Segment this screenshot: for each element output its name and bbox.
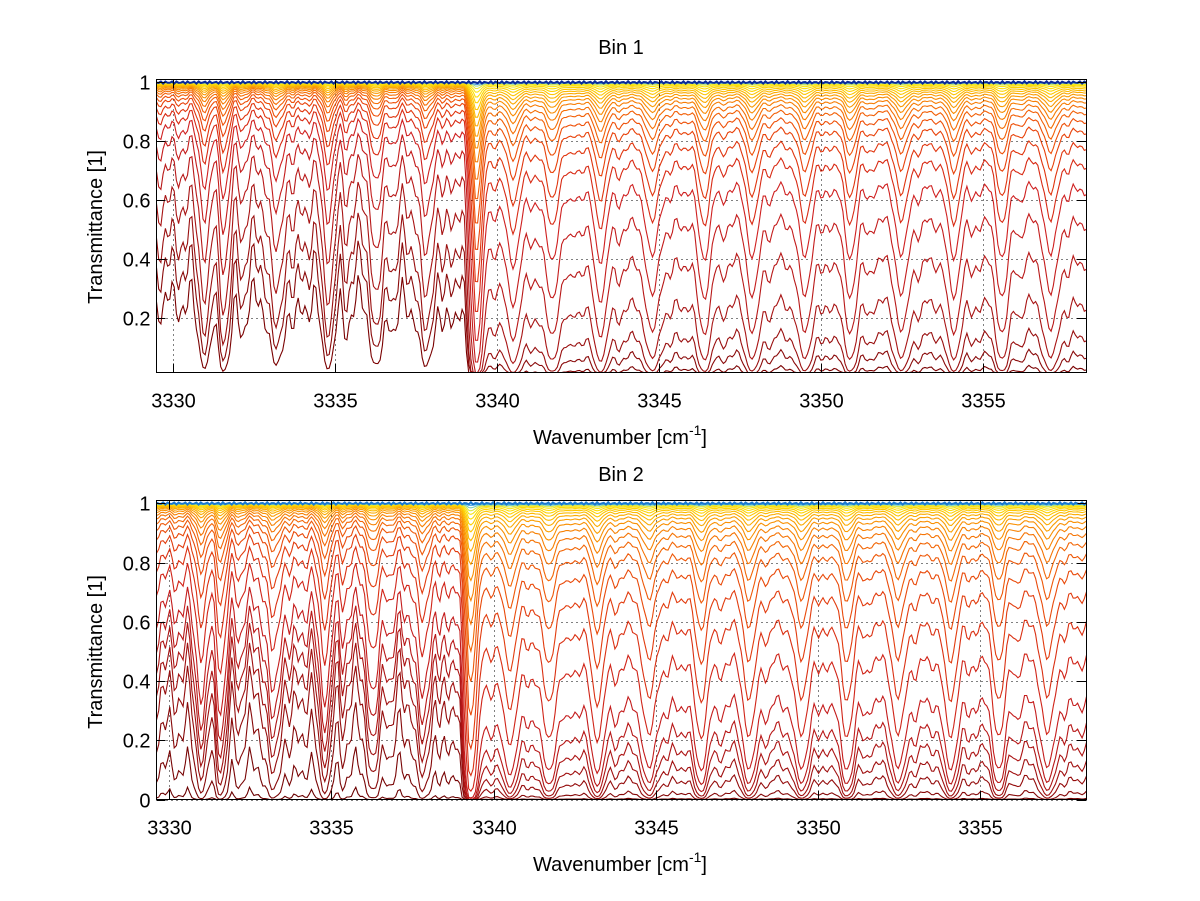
- y-axis-label-bin-1: Transmittance [1]: [85, 150, 107, 304]
- transmittance-curve: [156, 84, 1087, 127]
- axes-bin-1: Bin 1 3330 3335 3340 3345 3350 3355 0.2 0.4 0.6 0…: [85, 37, 1087, 449]
- y-tick-label: 0.6: [123, 613, 151, 635]
- axes-frame-bin-2: [156, 500, 1087, 800]
- transmittance-curve: [156, 85, 1087, 137]
- y-tick-label: 0.8: [123, 554, 151, 576]
- y-tick-label: 1: [139, 494, 150, 516]
- ticks-bin-1: 3330 3335 3340 3345 3350 3355 0.2 0.4 0.6 0.8 1: [123, 73, 1087, 413]
- transmittance-curve: [156, 108, 1087, 312]
- transmittance-curve: [156, 93, 1087, 224]
- x-tick-label: 3330: [151, 391, 196, 413]
- y-tick-label: 0.8: [123, 132, 151, 154]
- x-tick-label: 3335: [313, 391, 358, 413]
- transmittance-curve: [156, 500, 1087, 506]
- transmittance-curve: [156, 586, 1087, 799]
- transmittance-curve: [156, 622, 1087, 800]
- axes-frame-bin-1: [156, 79, 1087, 373]
- transmittance-curve: [156, 240, 1087, 373]
- ticks-bin-2: 3330 3335 3340 3345 3350 3355 0 0.2 0.4 0.6 0.8 1: [123, 494, 1087, 840]
- transmittance-curve: [156, 515, 1087, 654]
- x-tick-label: 3355: [958, 818, 1003, 840]
- transmittance-curve: [156, 702, 1087, 800]
- transmittance-curve: [156, 533, 1087, 751]
- x-tick-label: 3340: [475, 391, 520, 413]
- transmittance-curve: [156, 512, 1087, 627]
- transmittance-curve: [156, 91, 1087, 200]
- transmittance-curve: [156, 87, 1087, 163]
- transmittance-curve: [156, 275, 1087, 373]
- x-tick-label: 3345: [637, 391, 682, 413]
- x-tick-label: 3350: [799, 391, 844, 413]
- y-axis-label-bin-2: Transmittance [1]: [85, 575, 107, 729]
- x-axis-label-superscript: -1: [689, 849, 702, 865]
- x-tick-label: 3350: [796, 818, 841, 840]
- x-axis-label-text: Wavenumber [cm: [533, 854, 689, 876]
- transmittance-curve: [156, 506, 1087, 553]
- transmittance-curve: [156, 544, 1087, 777]
- plot-title-bin-1: Bin 1: [598, 37, 644, 59]
- x-tick-label: 3330: [147, 818, 192, 840]
- y-tick-label: 0.2: [123, 731, 151, 753]
- plot-title-bin-2: Bin 2: [598, 464, 644, 486]
- x-axis-label-suffix: ]: [701, 854, 707, 876]
- curves-bin-1: [156, 79, 1087, 373]
- x-tick-label: 3355: [961, 391, 1006, 413]
- y-tick-label: 0.2: [123, 309, 151, 331]
- curves-bin-2: [156, 500, 1087, 800]
- y-tick-label: 0.4: [123, 250, 151, 272]
- y-tick-label: 1: [139, 73, 150, 95]
- transmittance-curve: [156, 84, 1087, 118]
- series-group: [156, 500, 1087, 800]
- transmittance-curve: [156, 154, 1087, 373]
- transmittance-curve: [156, 505, 1087, 542]
- transmittance-curve: [156, 86, 1087, 149]
- transmittance-curve: [156, 563, 1087, 792]
- axes-bin-2: Bin 2 3330 3335 3340 3345 3350 3355 0 0.2 0.4 0.6…: [85, 464, 1087, 876]
- transmittance-curve: [156, 510, 1087, 603]
- transmittance-curve: [156, 102, 1087, 283]
- transmittance-curve: [156, 212, 1087, 373]
- x-tick-label: 3345: [634, 818, 679, 840]
- transmittance-curve: [156, 508, 1087, 582]
- x-axis-label-bin-1: Wavenumber [cm-1]: [533, 422, 707, 449]
- transmittance-curve: [156, 665, 1087, 800]
- y-tick-label: 0.6: [123, 191, 151, 213]
- transmittance-curve: [156, 181, 1087, 373]
- transmittance-curve: [156, 89, 1087, 180]
- transmittance-curve: [156, 507, 1087, 566]
- transmittance-curve: [156, 79, 1087, 85]
- x-tick-label: 3340: [472, 818, 517, 840]
- series-group: [156, 79, 1087, 373]
- transmittance-curve: [156, 785, 1087, 800]
- transmittance-curve: [156, 96, 1087, 250]
- transmittance-curve: [156, 519, 1087, 682]
- x-axis-label-suffix: ]: [701, 427, 707, 449]
- y-tick-label: 0.4: [123, 672, 151, 694]
- x-axis-label-superscript: -1: [689, 422, 702, 438]
- x-axis-label-text: Wavenumber [cm: [533, 427, 689, 449]
- transmittance-curve: [156, 83, 1087, 111]
- x-tick-label: 3335: [309, 818, 354, 840]
- transmittance-curve: [156, 132, 1087, 363]
- transmittance-curve: [156, 642, 1087, 800]
- y-tick-label: 0: [139, 791, 150, 813]
- x-axis-label-bin-2: Wavenumber [cm-1]: [533, 849, 707, 876]
- transmittance-curve: [156, 605, 1087, 800]
- grid-bin-2: [156, 500, 1087, 801]
- transmittance-curve: [156, 117, 1087, 341]
- transmittance-curve: [156, 524, 1087, 716]
